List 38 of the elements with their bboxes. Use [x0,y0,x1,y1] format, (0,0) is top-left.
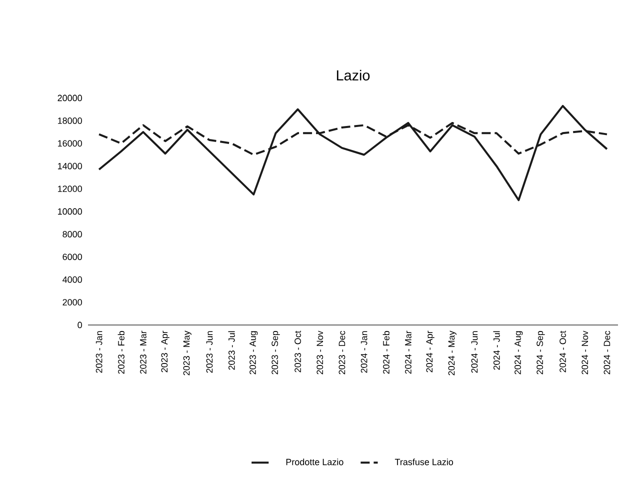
x-tick-label: 2023 - Jan [96,331,102,373]
x-tick-label: 2024 - Feb [382,331,390,374]
x-tick-label: 2023 - Apr [161,330,170,372]
y-tick-label: 2000 [62,299,82,306]
x-tick-label: 2023 - Dec [338,330,346,374]
x-tick-label: 2023 - Oct [294,330,301,372]
y-tick-label: 16000 [58,140,82,147]
x-tick-label: 2023 - Sep [272,331,280,374]
y-tick-label: 0 [78,322,82,328]
chart-title: Lazio [336,70,370,80]
x-tick-label: 2023 - Jun [206,331,213,373]
x-tick-label: 2023 - May [183,330,192,376]
x-tick-label: 2024 - Oct [560,330,566,372]
y-tick-label: 10000 [58,208,82,215]
x-tick-label: 2024 - Nov [582,330,588,374]
y-tick-label: 20000 [58,94,82,102]
y-tick-label: 14000 [58,162,82,170]
y-tick-label: 6000 [62,254,82,260]
x-tick-label: 2023 - Aug [250,331,258,374]
x-tick-label: 2023 - Jul [228,331,235,370]
x-tick-label: 2024 - Jan [360,331,368,373]
x-tick-label: 2024 - Sep [536,331,545,374]
x-tick-label: 2024 - Mar [405,330,412,374]
y-tick-label: 18000 [58,118,82,124]
x-tick-label: 2023 - Mar [140,330,146,374]
x-tick-label: 2023 - Feb [118,331,124,374]
y-tick-label: 8000 [62,231,82,238]
legend-label: Prodotte Lazio [286,458,344,466]
legend-label: Trasfuse Lazio [394,458,454,466]
y-tick-label: 4000 [62,276,82,283]
x-tick-label: 2024 - Aug [514,331,523,374]
x-tick-label: 2024 - Jul [493,331,500,370]
x-tick-label: 2024 - May [448,330,456,376]
x-tick-label: 2024 - Dec [604,330,610,374]
x-tick-label: 2024 - Jun [471,331,478,373]
x-tick-label: 2024 - Apr [426,330,434,372]
x-tick-label: 2023 - Nov [316,330,324,374]
y-tick-label: 12000 [58,186,82,192]
